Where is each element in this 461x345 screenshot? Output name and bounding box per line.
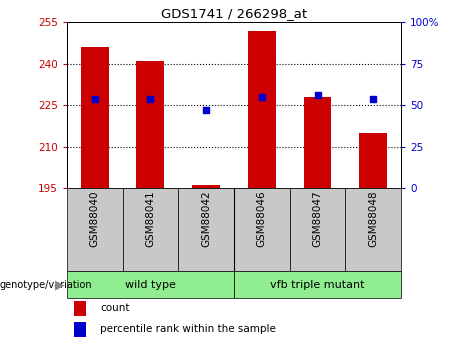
Bar [359, 133, 387, 188]
Bar [290, 188, 345, 271]
Point [314, 92, 321, 98]
Bar [67, 271, 234, 298]
Bar [136, 61, 164, 188]
Point [370, 96, 377, 101]
Text: percentile rank within the sample: percentile rank within the sample [100, 325, 276, 334]
Bar [123, 188, 178, 271]
Bar [234, 188, 290, 271]
Text: wild type: wild type [125, 280, 176, 289]
Bar [67, 188, 123, 271]
Text: vfb triple mutant: vfb triple mutant [270, 280, 365, 289]
Bar [178, 188, 234, 271]
Bar [345, 188, 401, 271]
Bar [73, 322, 86, 337]
Text: GSM88048: GSM88048 [368, 190, 378, 247]
Text: GSM88046: GSM88046 [257, 190, 267, 247]
Bar [192, 185, 220, 188]
Text: ▶: ▶ [55, 278, 65, 291]
Text: GSM88042: GSM88042 [201, 190, 211, 247]
Point [258, 94, 266, 100]
Text: count: count [100, 303, 130, 313]
Bar [73, 300, 86, 316]
Title: GDS1741 / 266298_at: GDS1741 / 266298_at [161, 7, 307, 20]
Point [91, 96, 98, 101]
Bar [81, 47, 109, 188]
Point [147, 96, 154, 101]
Bar [304, 97, 331, 188]
Point [202, 107, 210, 113]
Text: GSM88041: GSM88041 [145, 190, 155, 247]
Bar [248, 31, 276, 188]
Text: GSM88047: GSM88047 [313, 190, 323, 247]
Text: GSM88040: GSM88040 [90, 190, 100, 247]
Bar [234, 271, 401, 298]
Text: genotype/variation: genotype/variation [0, 280, 93, 289]
